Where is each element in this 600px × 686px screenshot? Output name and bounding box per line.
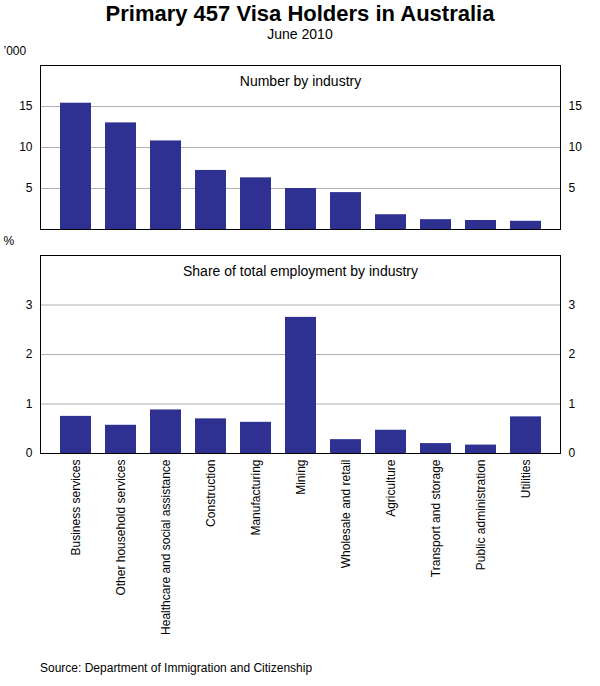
svg-text:Mining: Mining bbox=[294, 460, 308, 495]
svg-text:%: % bbox=[4, 234, 15, 248]
svg-text:15: 15 bbox=[569, 99, 583, 113]
svg-text:’000: ’000 bbox=[4, 44, 27, 58]
html-text:Source: Department of Immigrat: Source: Department of Immigration and Ci… bbox=[40, 661, 313, 675]
svg-text:Share of total employment by i: Share of total employment by industry bbox=[183, 263, 418, 279]
svg-text:10: 10 bbox=[19, 140, 33, 154]
svg-text:Manufacturing: Manufacturing bbox=[249, 460, 263, 536]
svg-text:1: 1 bbox=[569, 397, 576, 411]
html-text:June 2010: June 2010 bbox=[267, 26, 333, 42]
svg-text:3: 3 bbox=[26, 298, 33, 312]
svg-text:5: 5 bbox=[569, 181, 576, 195]
svg-text:0: 0 bbox=[569, 446, 576, 460]
svg-text:Transport and storage: Transport and storage bbox=[429, 459, 443, 577]
svg-text:Agriculture: Agriculture bbox=[384, 459, 398, 517]
svg-text:10: 10 bbox=[569, 140, 583, 154]
svg-text:Other household services: Other household services bbox=[114, 460, 128, 596]
svg-text:0: 0 bbox=[26, 446, 33, 460]
svg-text:Healthcare and social assistan: Healthcare and social assistance bbox=[159, 459, 173, 635]
svg-text:Wholesale and retail: Wholesale and retail bbox=[339, 460, 353, 569]
svg-text:1: 1 bbox=[26, 397, 33, 411]
svg-text:Number by industry: Number by industry bbox=[240, 73, 361, 89]
svg-text:2: 2 bbox=[26, 347, 33, 361]
svg-text:Utilities: Utilities bbox=[519, 460, 533, 499]
svg-text:Public administration: Public administration bbox=[474, 460, 488, 571]
svg-text:Construction: Construction bbox=[204, 460, 218, 527]
svg-text:Business services: Business services bbox=[69, 460, 83, 556]
html-text:Primary 457 Visa Holders in Au: Primary 457 Visa Holders in Australia bbox=[105, 1, 495, 26]
svg-text:15: 15 bbox=[19, 99, 33, 113]
svg-text:2: 2 bbox=[569, 347, 576, 361]
svg-text:5: 5 bbox=[26, 181, 33, 195]
svg-text:3: 3 bbox=[569, 298, 576, 312]
